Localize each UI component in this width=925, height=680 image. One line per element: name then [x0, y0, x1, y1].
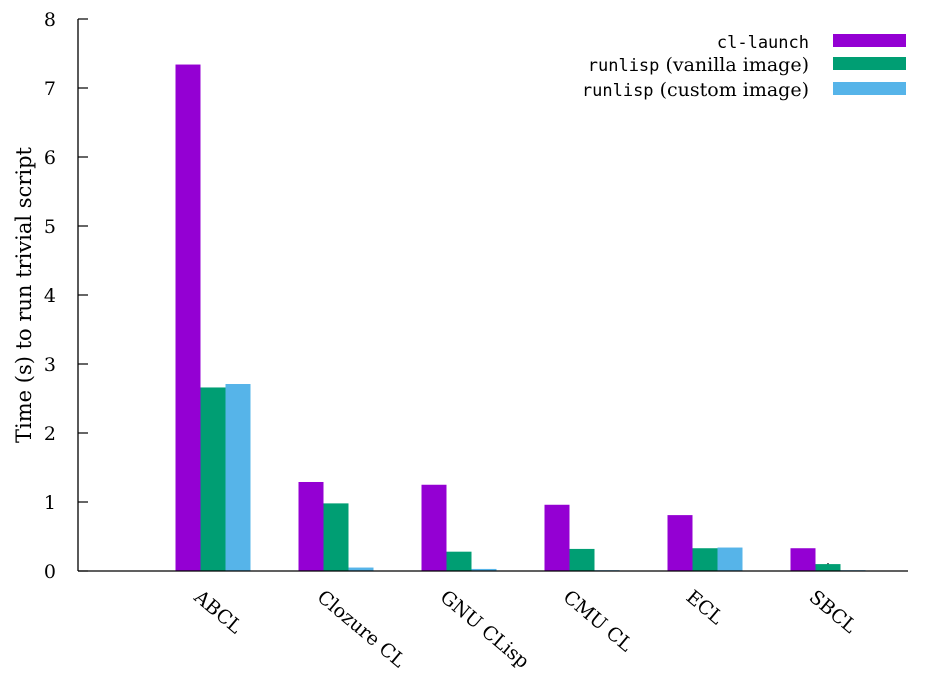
bar-runlisp-2-ecl	[717, 547, 743, 571]
y-tick-label: 2	[44, 423, 56, 445]
x-category-label: ABCL	[189, 585, 246, 638]
legend-label: cl-launch	[717, 33, 809, 53]
y-tick-label: 7	[44, 78, 56, 100]
bars	[175, 64, 866, 571]
x-category-label: ECL	[682, 586, 728, 629]
bar-cl-launch-0-cmu-cl	[544, 504, 570, 571]
bar-runlisp-2-gnu-clisp	[471, 568, 497, 571]
y-tick-label: 3	[44, 354, 56, 376]
y-tick-label: 0	[44, 561, 56, 583]
bar-runlisp-2-clozure-cl	[348, 567, 374, 571]
bar-cl-launch-0-ecl	[667, 515, 693, 571]
axes	[77, 19, 908, 572]
bar-cl-launch-0-sbcl	[790, 548, 816, 571]
legend-swatch	[833, 82, 906, 95]
y-tick-label: 4	[44, 285, 56, 307]
bar-runlisp-1-sbcl	[815, 564, 841, 571]
x-category-label: Clozure CL	[313, 586, 410, 672]
bar-runlisp-1-gnu-clisp	[446, 551, 472, 571]
y-tick-labels: 0 1 2 3 4 5 6 7 8	[44, 9, 56, 583]
bar-cl-launch-0-clozure-cl	[298, 481, 324, 571]
bar-runlisp-1-abcl	[200, 387, 226, 571]
y-tick-label: 1	[44, 492, 56, 514]
bar-runlisp-1-clozure-cl	[323, 503, 349, 571]
x-category-label: GNU CLisp	[436, 586, 534, 673]
bar-runlisp-1-cmu-cl	[569, 548, 595, 571]
legend-swatch	[833, 57, 906, 70]
legend-label: runlisp (custom image)	[582, 79, 809, 101]
y-tick-label: 6	[44, 147, 56, 169]
y-tick-label: 8	[44, 9, 56, 31]
y-tick-label: 5	[44, 216, 56, 238]
legend-label: runlisp (vanilla image)	[588, 54, 809, 76]
bar-runlisp-2-abcl	[225, 384, 251, 571]
y-axis-title: Time (s) to run trivial script	[12, 146, 36, 443]
legend-swatch	[833, 34, 906, 47]
bar-cl-launch-0-gnu-clisp	[421, 484, 447, 571]
x-category-labels: ABCL Clozure CL GNU CLisp CMU CL ECL SBCL	[189, 585, 861, 673]
x-category-label: CMU CL	[559, 586, 637, 657]
bar-runlisp-1-ecl	[692, 548, 718, 571]
bar-cl-launch-0-abcl	[175, 64, 201, 571]
x-category-label: SBCL	[805, 586, 861, 638]
